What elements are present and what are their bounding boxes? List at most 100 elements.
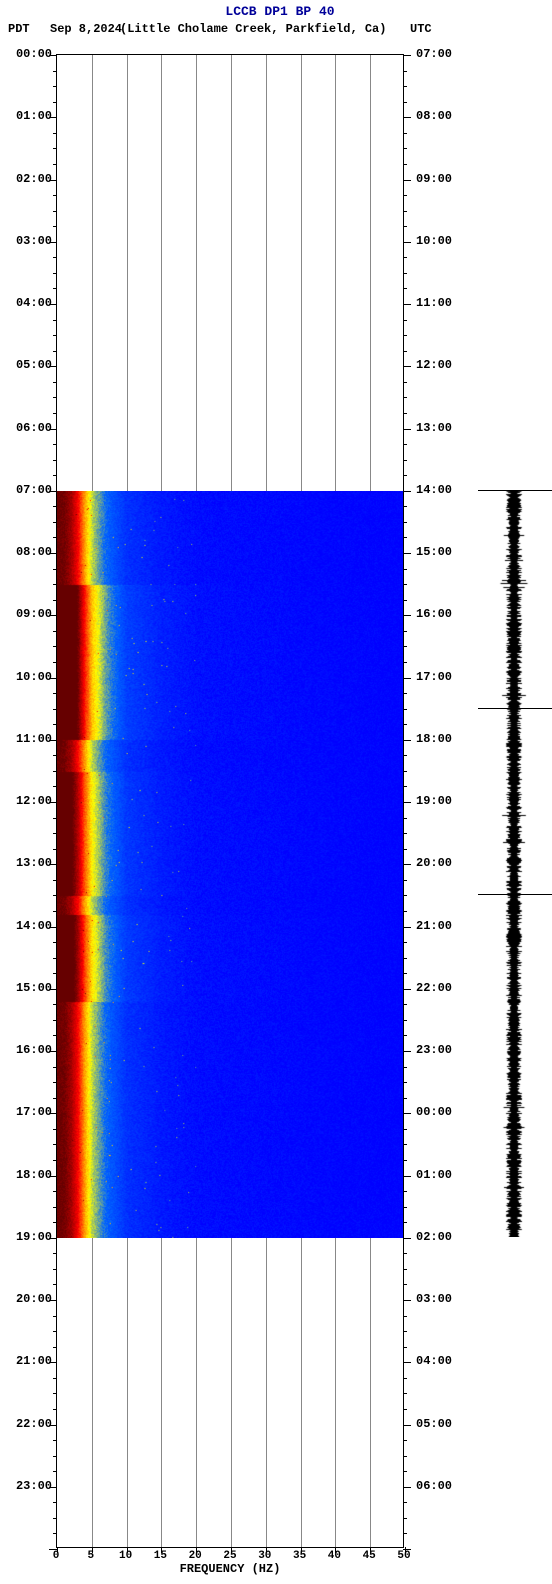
y-minor-tick-right <box>403 211 407 212</box>
x-tick-label: 20 <box>189 1550 202 1562</box>
y-minor-tick-left <box>53 164 57 165</box>
y-minor-tick-right <box>403 646 407 647</box>
y-minor-tick-right <box>403 1098 407 1099</box>
y-label-right: 21:00 <box>416 919 452 933</box>
y-label-right: 23:00 <box>416 1043 452 1057</box>
y-minor-tick-left <box>53 71 57 72</box>
y-minor-tick-right <box>403 335 407 336</box>
y-label-right: 18:00 <box>416 732 452 746</box>
y-minor-tick-right <box>403 1067 407 1068</box>
y-minor-tick-right <box>403 102 407 103</box>
y-minor-tick-left <box>53 475 57 476</box>
y-minor-tick-right <box>403 1456 407 1457</box>
y-minor-tick-right <box>403 288 407 289</box>
y-minor-tick-right <box>403 1004 407 1005</box>
y-minor-tick-right <box>403 1393 407 1394</box>
y-minor-tick-right <box>403 1222 407 1223</box>
right-tz-header: UTC <box>410 22 432 36</box>
y-minor-tick-right <box>403 895 407 896</box>
y-minor-tick-right <box>403 1020 407 1021</box>
y-label-left: 05:00 <box>16 358 52 372</box>
y-minor-tick-left <box>53 288 57 289</box>
xaxis-title: FREQUENCY (HZ) <box>56 1562 404 1576</box>
y-minor-tick-right <box>403 1409 407 1410</box>
y-minor-tick-left <box>53 1378 57 1379</box>
y-minor-tick-right <box>403 880 407 881</box>
y-minor-tick-right <box>403 724 407 725</box>
y-tick-right <box>403 927 411 928</box>
date-label: Sep 8,2024 <box>50 22 122 36</box>
y-label-left: 10:00 <box>16 670 52 684</box>
y-label-right: 20:00 <box>416 856 452 870</box>
y-minor-tick-right <box>403 1347 407 1348</box>
y-label-left: 21:00 <box>16 1354 52 1368</box>
y-minor-tick-left <box>53 1502 57 1503</box>
y-label-left: 09:00 <box>16 607 52 621</box>
y-label-right: 01:00 <box>416 1168 452 1182</box>
y-minor-tick-right <box>403 1331 407 1332</box>
y-tick-right <box>403 429 411 430</box>
y-minor-tick-left <box>53 1284 57 1285</box>
y-minor-tick-right <box>403 1082 407 1083</box>
y-minor-tick-left <box>53 102 57 103</box>
y-minor-tick-left <box>53 86 57 87</box>
y-label-right: 07:00 <box>416 47 452 61</box>
y-tick-right <box>403 1425 411 1426</box>
y-minor-tick-right <box>403 506 407 507</box>
y-label-left: 01:00 <box>16 109 52 123</box>
y-label-left: 03:00 <box>16 234 52 248</box>
y-minor-tick-right <box>403 755 407 756</box>
y-minor-tick-left <box>53 1393 57 1394</box>
y-minor-tick-left <box>53 444 57 445</box>
y-label-right: 05:00 <box>416 1417 452 1431</box>
x-tick-label: 30 <box>258 1550 271 1562</box>
y-minor-tick-left <box>53 1347 57 1348</box>
y-label-right: 13:00 <box>416 421 452 435</box>
y-minor-tick-right <box>403 133 407 134</box>
y-minor-tick-right <box>403 584 407 585</box>
y-minor-tick-right <box>403 1144 407 1145</box>
y-label-right: 00:00 <box>416 1105 452 1119</box>
y-minor-tick-right <box>403 771 407 772</box>
y-minor-tick-left <box>53 133 57 134</box>
y-label-left: 08:00 <box>16 545 52 559</box>
y-tick-right <box>403 864 411 865</box>
y-minor-tick-right <box>403 1440 407 1441</box>
y-minor-tick-left <box>53 1518 57 1519</box>
y-label-left: 00:00 <box>16 47 52 61</box>
y-minor-tick-left <box>53 148 57 149</box>
y-label-right: 19:00 <box>416 794 452 808</box>
y-tick-right <box>403 1487 411 1488</box>
y-minor-tick-left <box>53 460 57 461</box>
y-label-left: 14:00 <box>16 919 52 933</box>
x-tick-label: 45 <box>363 1550 376 1562</box>
y-tick-right <box>403 553 411 554</box>
y-minor-tick-right <box>403 71 407 72</box>
y-label-left: 16:00 <box>16 1043 52 1057</box>
y-label-right: 17:00 <box>416 670 452 684</box>
y-minor-tick-left <box>53 257 57 258</box>
x-tick-label: 0 <box>53 1550 60 1562</box>
y-minor-tick-right <box>403 320 407 321</box>
y-tick-right <box>403 55 411 56</box>
y-label-left: 07:00 <box>16 483 52 497</box>
y-label-left: 04:00 <box>16 296 52 310</box>
y-minor-tick-right <box>403 195 407 196</box>
x-tick-label: 40 <box>328 1550 341 1562</box>
y-minor-tick-left <box>53 413 57 414</box>
y-label-left: 12:00 <box>16 794 52 808</box>
y-minor-tick-left <box>53 320 57 321</box>
y-minor-tick-left <box>53 1456 57 1457</box>
y-minor-tick-right <box>403 1471 407 1472</box>
y-minor-tick-left <box>53 273 57 274</box>
y-tick-right <box>403 366 411 367</box>
left-tz-header: PDT <box>8 22 30 36</box>
y-minor-tick-right <box>403 631 407 632</box>
y-minor-tick-left <box>53 195 57 196</box>
y-label-left: 19:00 <box>16 1230 52 1244</box>
y-minor-tick-right <box>403 1533 407 1534</box>
y-minor-tick-right <box>403 1191 407 1192</box>
y-label-left: 13:00 <box>16 856 52 870</box>
y-minor-tick-right <box>403 849 407 850</box>
y-label-right: 15:00 <box>416 545 452 559</box>
